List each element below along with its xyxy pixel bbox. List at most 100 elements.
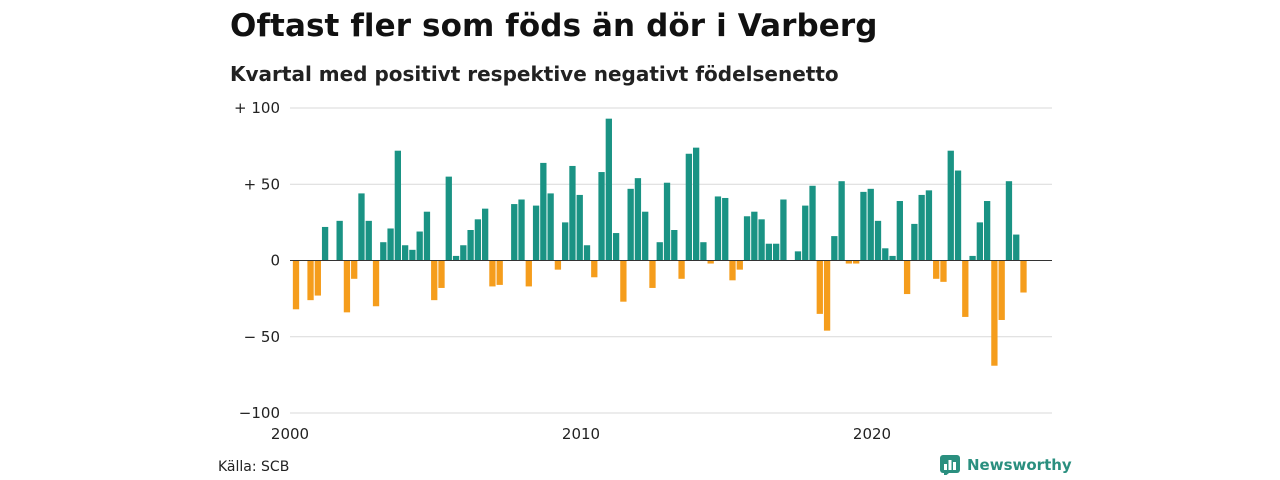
bar: [482, 208, 489, 261]
x-tick-label: 2000: [271, 425, 309, 443]
bar: [678, 260, 685, 279]
bar: [496, 260, 503, 285]
bar: [642, 211, 649, 261]
y-tick-label: − 50: [244, 328, 280, 346]
bar: [372, 260, 380, 307]
brand-logo: Newsworthy: [940, 455, 1072, 475]
bar: [889, 255, 896, 261]
y-tick-label: −100: [239, 404, 280, 422]
x-tick-label: 2020: [853, 425, 891, 443]
bar: [802, 205, 809, 261]
bar: [838, 181, 845, 261]
bar: [773, 243, 780, 261]
bar: [292, 260, 300, 310]
y-tick-label: + 100: [234, 99, 280, 117]
bar: [409, 249, 416, 261]
bar: [940, 260, 947, 282]
bar: [860, 191, 867, 261]
bar: [816, 260, 823, 314]
bar: [896, 201, 903, 261]
bar: [401, 245, 409, 261]
bar: [351, 260, 358, 279]
bar: [358, 193, 365, 261]
bar: [933, 260, 940, 279]
bar: [1005, 181, 1013, 261]
chart-title: Oftast fler som föds än dör i Varberg: [230, 8, 878, 44]
bar: [685, 153, 692, 261]
bar: [547, 193, 554, 261]
bar: [438, 260, 445, 288]
bar: [620, 260, 627, 302]
bar: [853, 260, 860, 264]
bar: [627, 188, 634, 261]
bar: [474, 219, 482, 261]
bar: [598, 172, 605, 261]
bar: [532, 205, 540, 261]
bar: [394, 150, 401, 261]
bar: [489, 260, 496, 287]
bar: [576, 194, 583, 261]
bar: [314, 260, 321, 296]
x-tick-label: 2010: [562, 425, 600, 443]
bar: [467, 230, 474, 261]
bar: [736, 260, 743, 270]
bar: [634, 178, 642, 261]
bar: [612, 233, 620, 261]
bar: [765, 243, 773, 261]
bar: [1020, 260, 1027, 293]
bar: [947, 150, 954, 261]
bar: [714, 196, 722, 261]
bar: [321, 226, 329, 261]
bar: [605, 118, 612, 261]
bar: [460, 245, 467, 261]
bar-chart-logo-icon: [940, 455, 960, 475]
bar: [591, 260, 598, 278]
bar: [794, 251, 802, 261]
brand-name: Newsworthy: [967, 456, 1072, 474]
y-tick-label: + 50: [244, 175, 280, 193]
bar: [911, 223, 918, 261]
chart-subtitle: Kvartal med positivt respektive negativt…: [230, 62, 839, 86]
bar: [882, 248, 889, 261]
bar: [583, 245, 591, 261]
bar: [518, 199, 525, 261]
bar: [867, 188, 874, 261]
bar: [809, 185, 816, 261]
bar: [452, 255, 460, 261]
bar: [918, 194, 925, 261]
bar: [729, 260, 736, 281]
bar: [780, 199, 787, 261]
bar: [969, 255, 976, 261]
bar: [758, 219, 765, 261]
bar: [751, 211, 758, 261]
gridlines: [290, 107, 1052, 414]
bar: [423, 211, 431, 261]
bar: [656, 242, 663, 261]
source-note: Källa: SCB: [218, 459, 290, 475]
bar: [976, 222, 983, 261]
bar: [991, 260, 998, 366]
x-axis-ticks: 2000 2010 2020: [271, 425, 891, 443]
bar: [831, 236, 838, 261]
bar: [562, 222, 569, 261]
bar: [343, 260, 351, 313]
bar: [307, 260, 314, 301]
bar: [431, 260, 438, 301]
bar: [380, 242, 387, 261]
bar: [387, 228, 394, 261]
bar: [707, 260, 714, 264]
bar: [925, 190, 933, 261]
bar: [903, 260, 911, 295]
bar: [874, 220, 882, 261]
bar: [823, 260, 831, 331]
bar: [1013, 234, 1020, 261]
bar: [525, 260, 532, 287]
bar: [692, 147, 700, 261]
bar-series: [292, 118, 1027, 366]
y-tick-label: 0: [270, 252, 280, 270]
bar: [962, 260, 969, 317]
bar: [569, 165, 576, 261]
bar: [445, 176, 452, 261]
bar: [671, 230, 678, 261]
